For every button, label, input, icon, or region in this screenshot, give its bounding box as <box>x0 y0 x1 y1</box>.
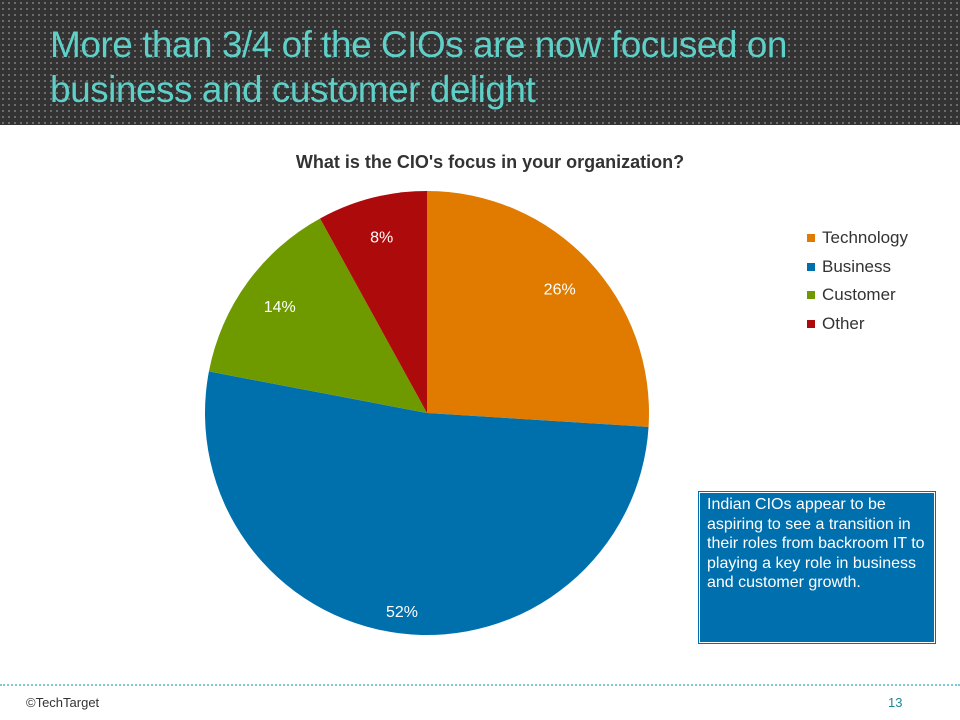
callout-box: Indian CIOs appear to be aspiring to see… <box>698 491 936 644</box>
legend-label: Customer <box>822 285 896 305</box>
data-label: 26% <box>544 281 576 298</box>
slide-title: More than 3/4 of the CIOs are now focuse… <box>50 24 787 110</box>
pie-slice-other <box>320 191 427 413</box>
legend-item: Business <box>807 253 908 282</box>
legend-swatch <box>807 291 815 300</box>
legend-label: Business <box>822 256 891 276</box>
pie-slice-technology <box>427 191 650 427</box>
legend-label: Technology <box>822 228 909 248</box>
data-label: 14% <box>264 299 296 316</box>
data-label: 52% <box>386 604 418 621</box>
pie-slice-business <box>205 371 649 635</box>
legend-item: Technology <box>807 224 908 253</box>
legend-label: Other <box>822 313 865 333</box>
page-number: 13 <box>888 695 903 710</box>
legend-swatch <box>807 319 815 328</box>
legend: Technology Business Customer Other <box>807 224 908 338</box>
header-banner: More than 3/4 of the CIOs are now focuse… <box>0 0 960 125</box>
data-label: 8% <box>370 230 393 247</box>
chart-title: What is the CIO's focus in your organiza… <box>295 152 685 172</box>
legend-swatch <box>807 234 815 243</box>
pie-slice-customer <box>208 218 427 413</box>
legend-item: Other <box>807 310 908 339</box>
footer-divider <box>0 684 960 686</box>
copyright: ©TechTarget <box>26 695 100 710</box>
legend-item: Customer <box>807 281 908 310</box>
legend-swatch <box>807 262 815 271</box>
